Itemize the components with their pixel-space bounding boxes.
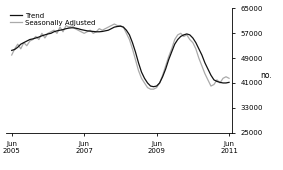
Trend (10, 49, 13, 51)
Trend (58, 29, 62, 31)
Trend (212, 79, 216, 81)
Seasonally Adjusted (82, 32, 86, 34)
Seasonally Adjusted (212, 83, 216, 86)
Seasonally Adjusted (10, 54, 13, 56)
Trend (197, 48, 201, 50)
Trend (203, 62, 207, 64)
Trend (122, 26, 125, 28)
Line: Seasonally Adjusted: Seasonally Adjusted (12, 24, 229, 89)
Line: Trend: Trend (12, 26, 229, 87)
Seasonally Adjusted (203, 73, 207, 75)
Legend: Trend, Seasonally Adjusted: Trend, Seasonally Adjusted (9, 12, 96, 26)
Seasonally Adjusted (149, 88, 152, 90)
Seasonally Adjusted (122, 26, 125, 28)
Trend (119, 25, 122, 27)
Trend (227, 81, 231, 83)
Seasonally Adjusted (113, 23, 116, 25)
Trend (82, 29, 86, 31)
Seasonally Adjusted (197, 57, 201, 59)
Y-axis label: no.: no. (260, 71, 272, 80)
Seasonally Adjusted (227, 77, 231, 79)
Seasonally Adjusted (58, 26, 62, 28)
Trend (152, 86, 155, 88)
